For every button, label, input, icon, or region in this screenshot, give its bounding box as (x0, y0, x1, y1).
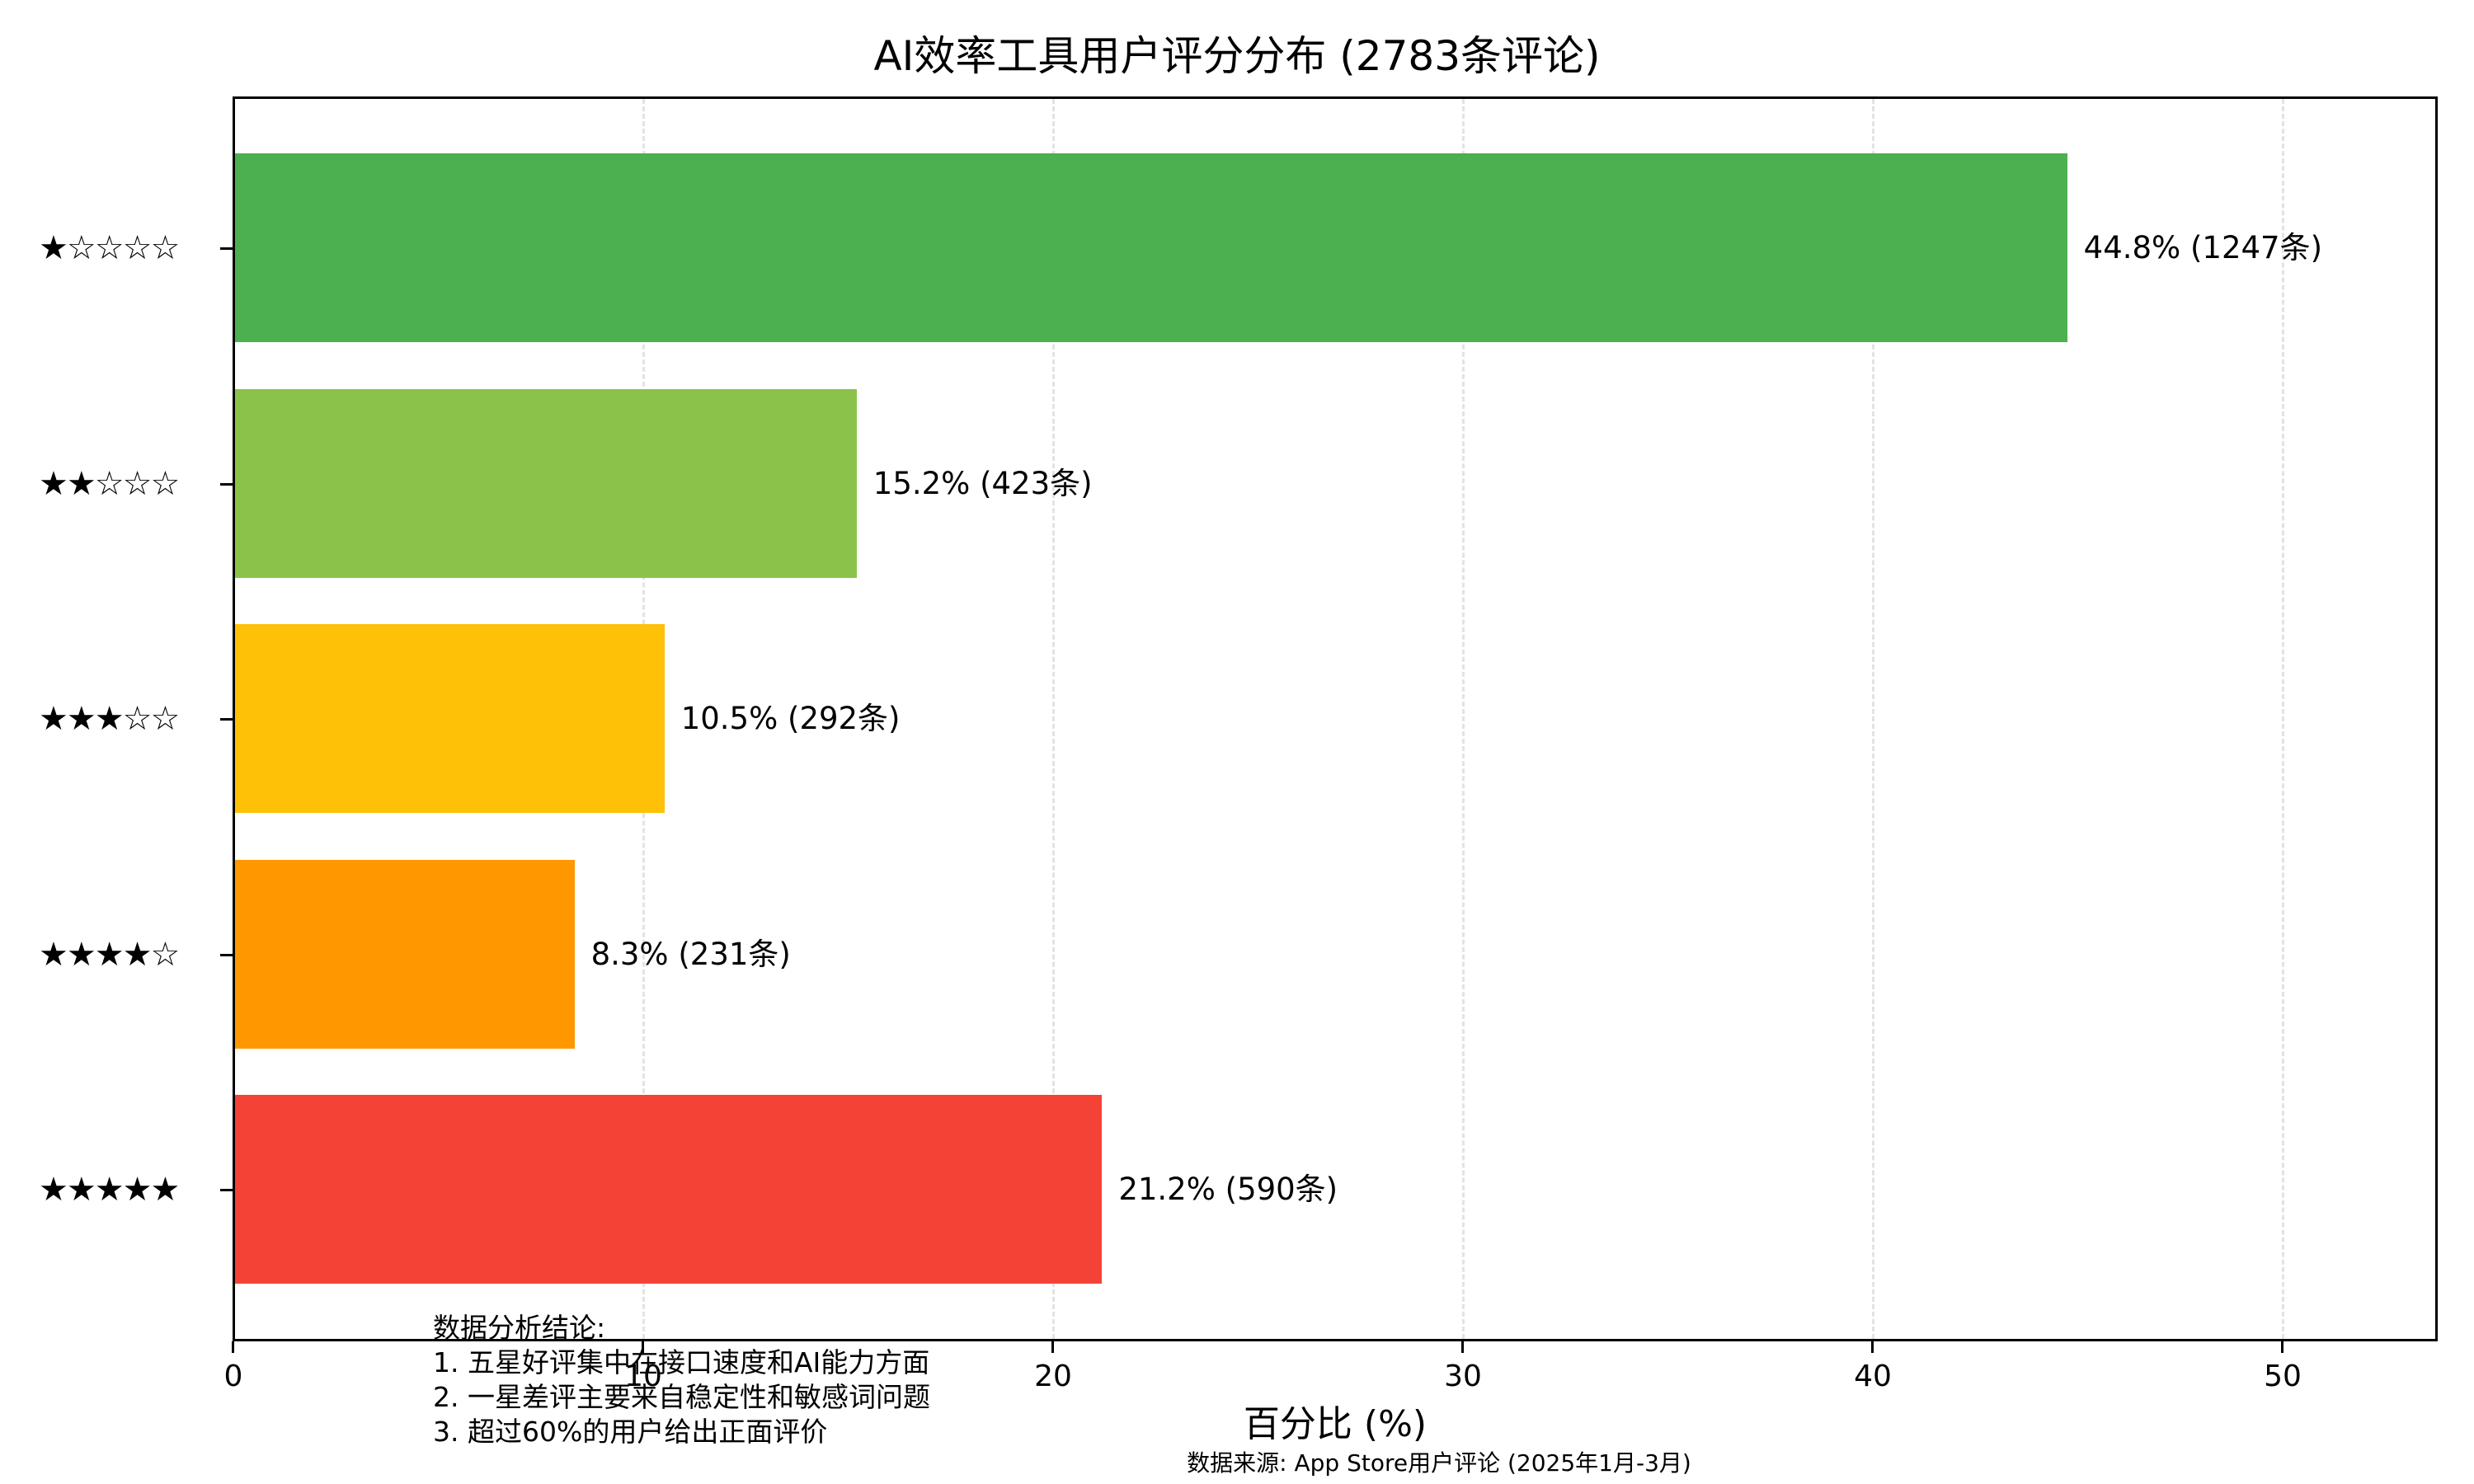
x-tick (1461, 1341, 1464, 1353)
x-tick-label: 20 (1034, 1360, 1072, 1393)
notes-heading: 数据分析结论: (433, 1312, 606, 1344)
x-tick-label: 40 (1854, 1360, 1892, 1393)
star-rating-1-label: ★☆☆☆☆ (39, 229, 180, 267)
value-label-5-star: 21.2% (590条) (1118, 1172, 1338, 1207)
x-tick (1871, 1341, 1874, 1353)
value-label-1-star: 44.8% (1247条) (2083, 230, 2323, 265)
star-rating-3-label: ★★★☆☆ (39, 700, 180, 738)
x-tick-label: 50 (2264, 1360, 2302, 1393)
bar-5-star (235, 1095, 1103, 1284)
x-tick (232, 1341, 234, 1353)
value-label-4-star: 8.3% (231条) (590, 937, 791, 972)
x-tick-label: 0 (223, 1360, 243, 1393)
x-tick (642, 1341, 644, 1353)
notes-line: 1. 五星好评集中在接口速度和AI能力方面 (433, 1346, 930, 1378)
plot-area: 44.8% (1247条) 15.2% (423条) 10.5% (292条) … (233, 96, 2438, 1341)
gridline-20 (1052, 99, 1055, 1339)
bar-4-star (235, 860, 575, 1049)
chart-title: AI效率工具用户评分分布 (2783条评论) (873, 32, 1601, 80)
bar-1-star (235, 153, 2067, 342)
notes-line: 3. 超过60%的用户给出正面评价 (433, 1416, 828, 1448)
x-tick-label: 30 (1444, 1360, 1482, 1393)
y-tick (220, 954, 233, 956)
x-tick-label: 10 (624, 1360, 662, 1393)
y-tick (220, 483, 233, 486)
analysis-notes: 数据分析结论: 1. 五星好评集中在接口速度和AI能力方面 2. 一星差评主要来… (433, 1311, 930, 1449)
gridline-30 (1462, 99, 1465, 1339)
bar-2-star (235, 389, 857, 578)
x-axis-label: 百分比 (%) (1243, 1403, 1427, 1445)
y-tick (220, 247, 233, 250)
value-label-3-star: 10.5% (292条) (680, 701, 901, 736)
gridline-50 (2282, 99, 2284, 1339)
y-tick (220, 718, 233, 721)
star-rating-2-label: ★★☆☆☆ (39, 465, 180, 503)
star-rating-5-label: ★★★★★ (39, 1171, 180, 1209)
x-tick (2281, 1341, 2284, 1353)
notes-line: 2. 一星差评主要来自稳定性和敏感词问题 (433, 1381, 930, 1413)
gridline-40 (1872, 99, 1874, 1339)
value-label-2-star: 15.2% (423条) (872, 466, 1093, 501)
bar-3-star (235, 624, 665, 813)
star-rating-4-label: ★★★★☆ (39, 936, 180, 974)
x-tick (1051, 1341, 1054, 1353)
y-tick (220, 1189, 233, 1191)
data-source-note: 数据来源: App Store用户评论 (2025年1月-3月) (1187, 1449, 1691, 1477)
